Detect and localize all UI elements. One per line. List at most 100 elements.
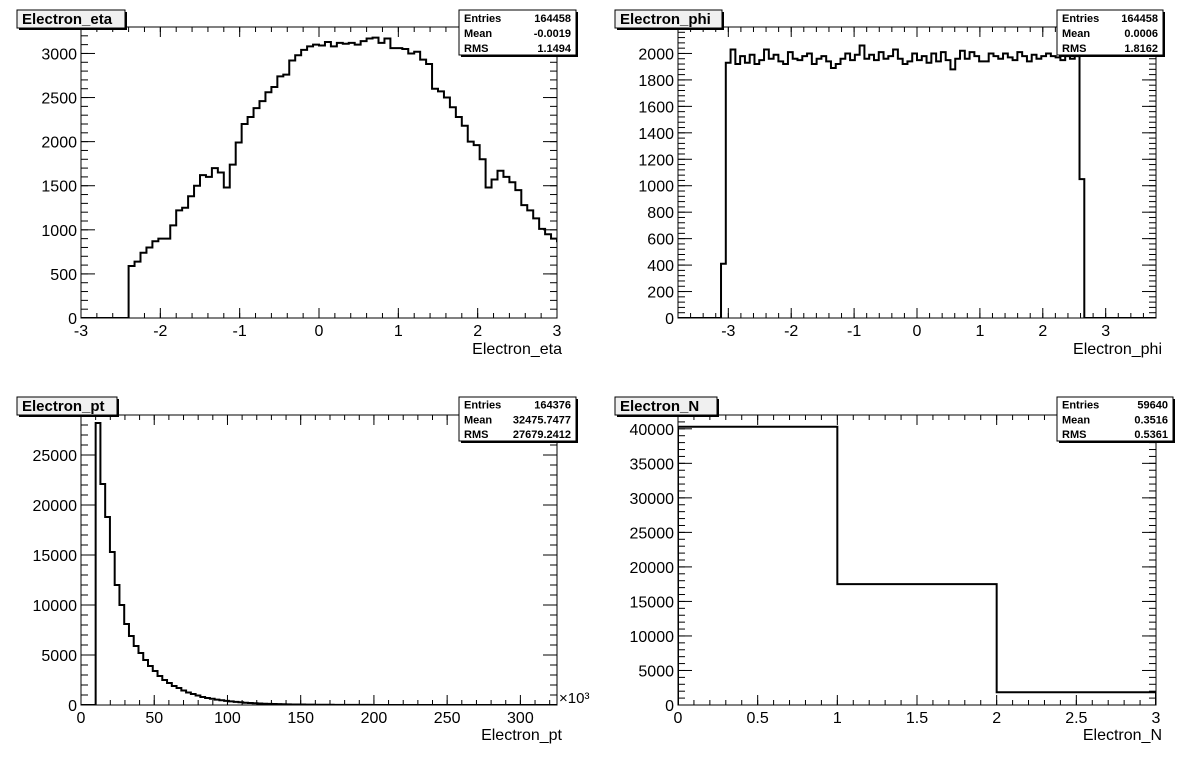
x-tick-label: 150	[287, 710, 314, 727]
histogram-bin	[295, 55, 301, 318]
stats-label: Entries	[1062, 400, 1099, 412]
histogram-bin	[533, 218, 539, 318]
histogram-bin	[313, 45, 319, 318]
histogram-bin	[254, 108, 260, 318]
stats-value: 32475.7477	[513, 414, 571, 426]
histogram-bin	[462, 126, 468, 318]
histogram-bin	[248, 117, 254, 318]
histogram-bin	[745, 63, 750, 318]
histogram-bin	[970, 52, 975, 318]
histogram-bin	[575, 256, 581, 318]
x-tick-label: 0	[315, 323, 324, 340]
histogram-bin	[337, 43, 343, 318]
histogram-bin	[802, 56, 807, 318]
histogram-line	[81, 423, 572, 705]
y-tick-label: 15000	[33, 548, 78, 565]
y-tick-label: 2000	[41, 135, 77, 152]
histogram-bin	[277, 76, 283, 318]
y-tick-label: 600	[647, 232, 674, 249]
histogram-bin	[390, 48, 396, 318]
histogram-bin	[1070, 59, 1075, 318]
histogram-bin	[950, 69, 955, 318]
histogram-bin	[1037, 59, 1042, 318]
x-tick-label: 0	[77, 710, 86, 727]
histogram-bin	[355, 45, 361, 318]
histogram-bin	[307, 46, 313, 318]
histogram-bin	[750, 55, 755, 318]
histogram-bin	[931, 53, 936, 318]
histogram-bin	[917, 60, 922, 318]
y-tick-label: 1600	[638, 99, 674, 116]
histogram-bin	[420, 60, 426, 318]
histogram-bin	[941, 52, 946, 318]
y-tick-label: 0	[68, 311, 77, 328]
histogram-bin	[271, 87, 277, 318]
x-tick-label: 2	[473, 323, 482, 340]
histogram-bin	[965, 59, 970, 318]
histogram-bin	[831, 68, 836, 318]
histogram-bin	[754, 64, 759, 318]
histogram-bin	[283, 75, 289, 318]
histogram-bin	[527, 210, 533, 318]
histogram-bin	[444, 98, 450, 318]
histogram-bin	[826, 61, 831, 318]
x-axis-label: Electron_pt	[481, 727, 562, 744]
histogram-bin	[841, 59, 846, 318]
histogram-bin	[146, 247, 152, 318]
plot-frame	[678, 415, 1156, 705]
histogram-bin	[979, 61, 984, 318]
histogram-bin	[960, 51, 965, 318]
histogram-bin	[740, 56, 745, 318]
histogram-bin	[206, 177, 212, 318]
histogram-bin	[783, 64, 788, 318]
histogram-bin	[503, 177, 509, 318]
y-tick-label: 2500	[41, 91, 77, 108]
y-tick-label: 30000	[630, 491, 675, 508]
histogram-bin	[998, 59, 1003, 318]
y-tick-label: 25000	[630, 525, 675, 542]
histogram-line	[678, 46, 1156, 318]
histogram-bin	[194, 186, 200, 318]
histogram-bin	[955, 59, 960, 318]
histogram-bin	[759, 60, 764, 318]
histogram-bin	[1065, 56, 1070, 318]
histogram-bin	[224, 187, 230, 318]
histogram-bin	[509, 182, 515, 318]
histogram-bin	[212, 168, 218, 318]
x-tick-label: -1	[847, 323, 861, 340]
chart-title: Electron_eta	[22, 11, 113, 28]
x-tick-label: 250	[434, 710, 461, 727]
y-tick-label: 2000	[638, 46, 674, 63]
histogram-bin	[432, 89, 438, 318]
plot-frame	[81, 415, 557, 705]
histogram-bin	[242, 124, 248, 318]
histogram-bin	[922, 56, 927, 318]
x-tick-label: 2.5	[1065, 710, 1087, 727]
stats-value: 0.3516	[1134, 414, 1168, 426]
x-tick-label: 200	[361, 710, 388, 727]
stats-label: RMS	[1062, 429, 1086, 441]
histogram-bin	[396, 48, 402, 318]
y-tick-label: 10000	[33, 598, 78, 615]
y-tick-label: 35000	[630, 456, 675, 473]
histogram-bin	[735, 64, 740, 318]
y-tick-label: 500	[50, 267, 77, 284]
chart-title: Electron_pt	[22, 398, 105, 415]
histogram-bin	[1027, 61, 1032, 318]
histogram-bins	[81, 423, 572, 705]
histogram-bin	[361, 41, 367, 318]
histogram-bin	[289, 61, 295, 318]
histogram-bin	[158, 239, 164, 318]
stats-label: Mean	[464, 414, 492, 426]
x-tick-label: 1	[833, 710, 842, 727]
x-axis-label: Electron_phi	[1073, 341, 1162, 358]
histogram-line	[678, 427, 1156, 705]
histogram-bin	[898, 59, 903, 318]
histogram-bin	[200, 175, 206, 318]
histogram-bin	[874, 60, 879, 318]
x-tick-label: 2	[1038, 323, 1047, 340]
x-tick-label: 300	[507, 710, 534, 727]
